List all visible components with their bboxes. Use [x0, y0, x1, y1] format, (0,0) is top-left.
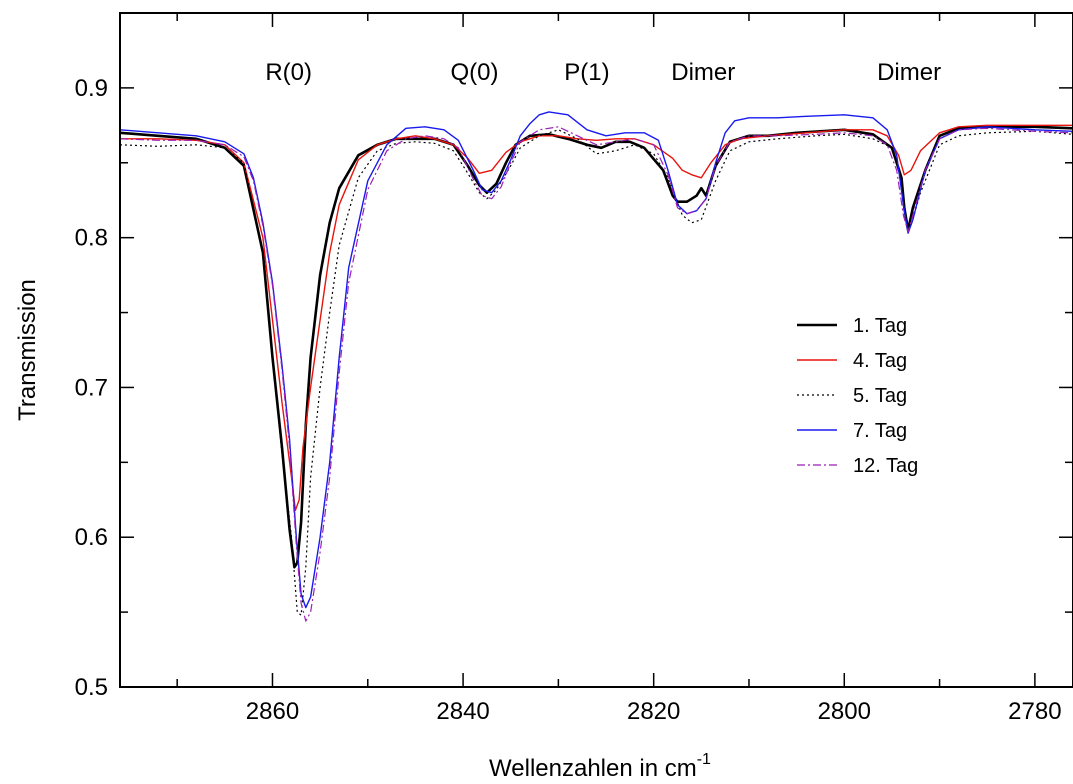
- y-tick-label: 0.6: [75, 524, 108, 551]
- peak-annotation: Q(0): [451, 59, 499, 86]
- legend: 1. Tag 4. Tag 5. Tag 7. Tag 12. Tag: [797, 315, 918, 477]
- annotation-layer: R(0) Q(0) P(1) Dimer Dimer: [265, 59, 941, 86]
- legend-label-1: 1. Tag: [853, 315, 907, 337]
- tick-layer: 2860 2840 2820 2800 2780 0.5 0.6 0.7 0.8 0.9: [75, 13, 1073, 725]
- series-line-2: [120, 124, 1073, 511]
- legend-label-2: 4. Tag: [853, 350, 907, 372]
- x-axis-label: Wellenzahlen in cm-1: [489, 751, 711, 782]
- peak-annotation: Dimer: [877, 59, 941, 86]
- x-tick-label: 2840: [436, 698, 489, 725]
- x-axis-label-text: Wellenzahlen in cm: [489, 755, 697, 782]
- x-axis-label-exponent: -1: [697, 751, 711, 768]
- series-line-5: [119, 126, 1073, 622]
- y-tick-label: 0.7: [75, 374, 108, 401]
- series-layer: [119, 111, 1073, 622]
- plot-frame: [119, 12, 1073, 688]
- y-tick-label: 0.8: [75, 225, 108, 252]
- y-tick-label: 0.9: [75, 75, 108, 102]
- x-tick-label: 2800: [818, 698, 871, 725]
- series-line-1: [119, 125, 1073, 569]
- x-tick-label: 2860: [246, 698, 299, 725]
- x-tick-label: 2780: [1008, 698, 1061, 725]
- x-tick-label: 2820: [627, 698, 680, 725]
- peak-annotation: R(0): [265, 59, 312, 86]
- peak-annotation: Dimer: [671, 59, 735, 86]
- series-line-3: [119, 129, 1073, 616]
- legend-label-3: 5. Tag: [853, 385, 907, 407]
- y-axis-label: Transmission: [14, 279, 41, 421]
- legend-label-5: 12. Tag: [853, 455, 918, 477]
- series-line-4: [119, 111, 1073, 609]
- y-tick-label: 0.5: [75, 674, 108, 701]
- legend-label-4: 7. Tag: [853, 420, 907, 442]
- peak-annotation: P(1): [564, 59, 609, 86]
